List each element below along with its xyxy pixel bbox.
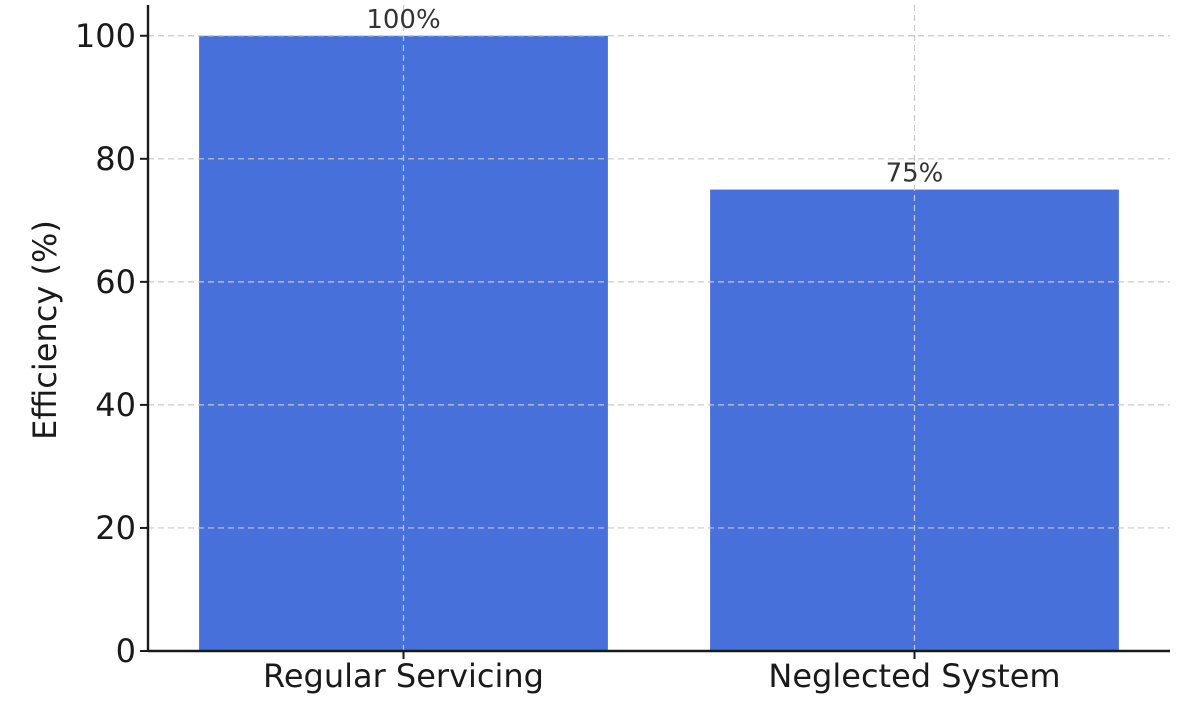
grid-layer	[148, 5, 1170, 651]
bar-value-label: 75%	[886, 159, 944, 189]
axis-layer	[140, 5, 1170, 659]
y-tick-label: 80	[95, 140, 136, 178]
y-axis-title: Efficiency (%)	[26, 220, 64, 440]
x-tick-label: Neglected System	[768, 657, 1060, 695]
y-tick-label: 40	[95, 386, 136, 424]
bar-value-label: 100%	[366, 5, 440, 35]
y-tick-label: 0	[116, 632, 136, 670]
y-tick-label: 20	[95, 509, 136, 547]
y-tick-label: 100	[75, 17, 136, 55]
y-tick-label: 60	[95, 263, 136, 301]
bar-layer	[199, 35, 1119, 652]
x-tick-label: Regular Servicing	[263, 657, 544, 695]
label-layer: 0 20 40 60 80 100 Regular Servicing Neglected S…	[75, 5, 1061, 695]
